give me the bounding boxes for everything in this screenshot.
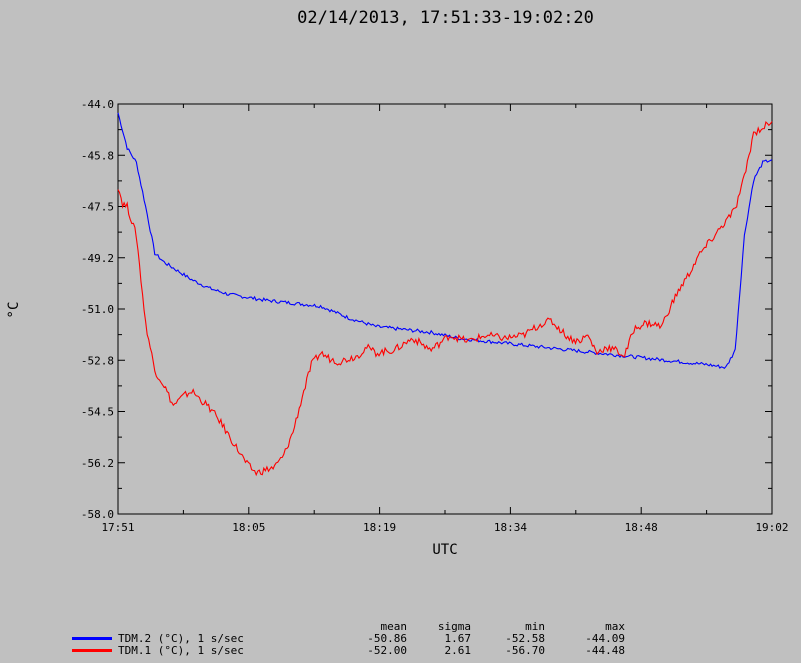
- y-tick-label: -45.8: [81, 149, 114, 162]
- x-tick-label: 18:05: [232, 521, 265, 534]
- y-tick-label: -56.2: [81, 457, 114, 470]
- axis-ticks: -44.0 -45.8 -47.5 -49.2 -51.0 -52.8 -54.5 -56.2…: [81, 98, 789, 534]
- y-tick-label: -47.5: [81, 201, 114, 214]
- y-tick-label: -51.0: [81, 303, 114, 316]
- y-tick-label: -44.0: [81, 98, 114, 111]
- series-line-1: [117, 112, 773, 370]
- x-tick-label: 18:34: [494, 521, 527, 534]
- x-tick-label: 17:51: [101, 521, 134, 534]
- x-tick-label: 18:19: [363, 521, 396, 534]
- x-tick-label: 19:02: [755, 521, 788, 534]
- x-tick-label: 18:48: [625, 521, 658, 534]
- y-tick-label: -54.5: [81, 406, 114, 419]
- chart-title: 02/14/2013, 17:51:33-19:02:20: [297, 8, 594, 28]
- x-axis-label: UTC: [432, 542, 457, 558]
- series-lines: [117, 112, 773, 477]
- y-axis-label: °C: [6, 302, 22, 319]
- y-tick-label: -58.0: [81, 508, 114, 521]
- plot-frame: [117, 103, 773, 515]
- series-line-2: [117, 121, 773, 477]
- y-tick-label: -49.2: [81, 252, 114, 265]
- y-tick-label: -52.8: [81, 354, 114, 367]
